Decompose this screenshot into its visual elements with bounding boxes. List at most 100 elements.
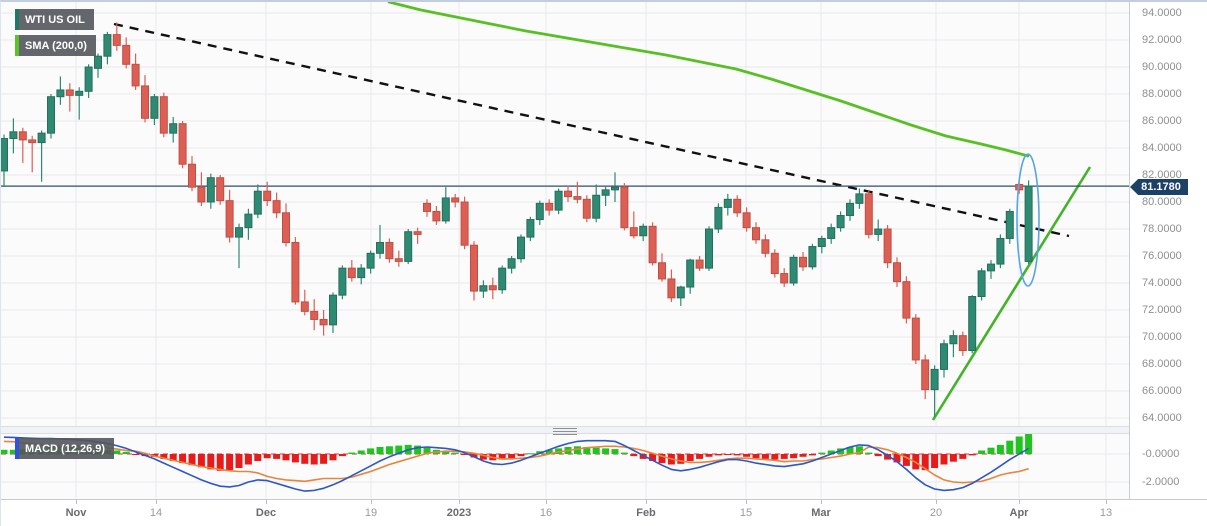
- candle: [131, 63, 140, 87]
- candle: [874, 228, 883, 235]
- candle: [789, 256, 798, 284]
- candle: [545, 202, 554, 211]
- candle: [28, 139, 37, 144]
- candle: [554, 190, 563, 211]
- candle: [263, 190, 272, 202]
- sma-indicator-badge[interactable]: SMA (200,0): [15, 35, 96, 56]
- candle: [112, 34, 121, 46]
- candle: [84, 66, 93, 92]
- candle: [799, 256, 807, 268]
- price-axis-label: 82.0000: [1142, 169, 1182, 181]
- highlight-ellipse[interactable]: [1016, 153, 1040, 287]
- candle: [65, 89, 74, 96]
- candle: [413, 231, 422, 235]
- time-axis-label: Feb: [636, 507, 656, 519]
- instrument-badge-label: WTI US OIL: [25, 13, 85, 26]
- price-axis-label: 68.0000: [1142, 358, 1182, 370]
- candle: [864, 193, 873, 235]
- candle: [141, 85, 149, 119]
- price-axis-label: 92.0000: [1142, 34, 1182, 46]
- candle: [893, 262, 901, 283]
- price-axis-label: 80.0000: [1142, 196, 1182, 208]
- macd-line: [3, 436, 1030, 492]
- candle: [667, 278, 676, 299]
- candle: [507, 258, 516, 269]
- candle: [761, 239, 770, 254]
- sma-badge-label: SMA (200,0): [25, 39, 87, 52]
- candle: [272, 200, 281, 214]
- macd-indicator-badge[interactable]: MACD (12,26,9): [15, 438, 115, 459]
- macd-grid: [1, 434, 1129, 499]
- candle: [206, 177, 215, 203]
- candle: [987, 263, 995, 272]
- candle: [836, 215, 845, 229]
- time-axis-tick: [371, 500, 372, 504]
- candle: [714, 206, 723, 230]
- uptrend-line[interactable]: [931, 166, 1092, 421]
- time-axis-border: [1, 499, 1207, 500]
- candles: [1, 22, 1033, 417]
- candle: [827, 227, 836, 239]
- candle: [883, 228, 892, 264]
- candle: [611, 186, 619, 191]
- time-axis-tick: [936, 500, 937, 504]
- sma200-line[interactable]: [387, 2, 1030, 158]
- time-axis-label: Mar: [811, 507, 831, 519]
- candle: [56, 89, 65, 98]
- candle: [620, 186, 629, 229]
- candle: [780, 273, 789, 284]
- candle: [357, 267, 366, 279]
- macd-badge-label: MACD (12,26,9): [25, 442, 106, 455]
- price-chart-canvas[interactable]: [1, 2, 1129, 426]
- downtrend-dashed-line[interactable]: [113, 22, 1070, 238]
- candle: [300, 301, 309, 312]
- candle: [94, 55, 102, 69]
- time-axis-tick: [546, 500, 547, 504]
- candle: [319, 318, 328, 326]
- time-axis-label: 19: [364, 507, 378, 519]
- macd-axis-label: -2.0000: [1142, 476, 1180, 488]
- candle: [564, 190, 572, 198]
- candle: [695, 259, 704, 269]
- candle: [592, 194, 601, 219]
- time-axis-tick: [76, 500, 77, 504]
- time-axis-label: 14: [149, 507, 163, 519]
- candle: [686, 259, 695, 288]
- candle: [18, 131, 27, 141]
- candle: [940, 343, 948, 370]
- time-axis-tick: [821, 500, 822, 504]
- candle: [169, 123, 178, 134]
- candle: [37, 132, 46, 144]
- instrument-badge-colorbar: [15, 9, 19, 30]
- candle: [705, 228, 713, 269]
- candle: [235, 227, 243, 238]
- candle: [855, 193, 864, 204]
- candle: [188, 163, 196, 188]
- price-axis-label: 86.0000: [1142, 115, 1182, 127]
- candle: [347, 267, 356, 279]
- candle: [376, 242, 384, 254]
- macd-chart-canvas[interactable]: [1, 434, 1129, 499]
- price-axis-label: 76.0000: [1142, 250, 1182, 262]
- time-axis-label: Dec: [255, 507, 277, 519]
- panel-resize-handle[interactable]: [553, 428, 577, 435]
- price-axis-label: 88.0000: [1142, 88, 1182, 100]
- candle: [197, 186, 206, 203]
- candle: [488, 285, 497, 291]
- instrument-badge[interactable]: WTI US OIL: [15, 9, 94, 30]
- price-axis-label: 64.0000: [1142, 412, 1182, 424]
- time-axis-tick: [646, 500, 647, 504]
- candle: [178, 123, 187, 165]
- price-axis-label: 84.0000: [1142, 142, 1182, 154]
- candle: [310, 310, 319, 320]
- candle: [366, 252, 375, 269]
- price-axis-label: 90.0000: [1142, 61, 1182, 73]
- candle: [75, 90, 84, 96]
- candle: [479, 285, 488, 292]
- chart-background: [1, 2, 1129, 499]
- candle: [150, 96, 159, 119]
- candle: [629, 227, 638, 237]
- candle: [648, 225, 657, 264]
- candle: [282, 212, 290, 244]
- current-price-tag: 81.1780: [1130, 179, 1188, 195]
